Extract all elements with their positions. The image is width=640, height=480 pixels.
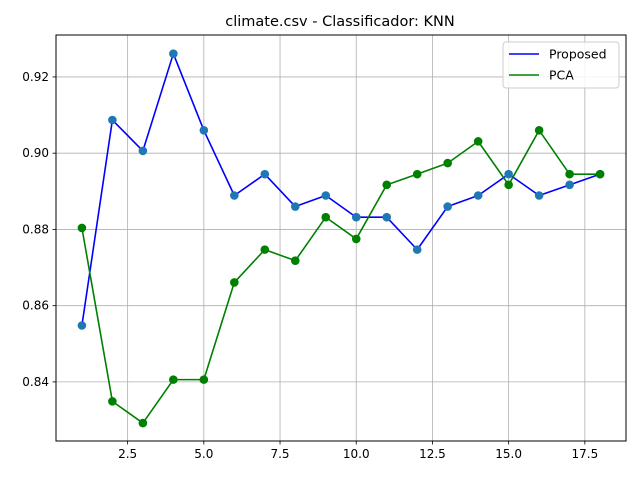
data-point-pca xyxy=(473,137,483,146)
data-point-pca xyxy=(290,256,300,265)
data-point-proposed xyxy=(77,321,87,330)
grid-lines xyxy=(56,35,626,441)
x-tick-label: 12.5 xyxy=(419,447,446,461)
axis-ticks: 2.5 5.0 7.5 10.0 12.5 15.0 17.5 0.84 0.86 0.88 0.9… xyxy=(22,70,598,461)
data-point-proposed xyxy=(534,191,544,200)
data-point-pca xyxy=(77,223,87,233)
x-tick-label: 10.0 xyxy=(343,447,370,461)
data-point-proposed xyxy=(504,169,513,179)
data-point-proposed xyxy=(290,202,300,211)
data-point-proposed xyxy=(230,191,239,200)
data-point-pca xyxy=(351,234,361,244)
data-point-proposed xyxy=(565,180,574,190)
series-layer xyxy=(77,49,605,428)
data-point-pca xyxy=(382,180,392,190)
y-tick-label: 0.92 xyxy=(22,70,49,84)
data-point-proposed xyxy=(382,212,392,222)
series-line-pca xyxy=(81,129,601,424)
series-line-proposed xyxy=(81,52,601,326)
data-point-proposed xyxy=(473,191,483,200)
data-point-pca xyxy=(138,418,148,428)
plot-frame xyxy=(55,34,627,442)
chart-title: climate.csv - Classificador: KNN xyxy=(225,14,454,30)
data-point-pca xyxy=(595,169,605,179)
data-point-pca xyxy=(169,375,178,384)
data-point-proposed xyxy=(321,191,331,200)
data-point-proposed xyxy=(199,126,209,135)
data-point-proposed xyxy=(138,146,148,156)
legend: Proposed PCA xyxy=(502,41,620,89)
data-point-proposed xyxy=(260,169,270,179)
data-point-proposed xyxy=(169,49,178,58)
data-point-pca xyxy=(199,375,209,384)
data-point-proposed xyxy=(443,202,452,211)
x-tick-label: 15.0 xyxy=(495,447,522,461)
data-point-pca xyxy=(443,158,452,168)
legend-label-proposed: Proposed xyxy=(549,47,607,62)
legend-label-pca: PCA xyxy=(549,68,574,83)
y-tick-label: 0.90 xyxy=(22,146,49,160)
data-point-pca xyxy=(504,180,513,190)
y-tick-label: 0.84 xyxy=(22,375,49,389)
data-point-pca xyxy=(230,278,239,287)
data-point-pca xyxy=(565,169,574,179)
data-point-pca xyxy=(412,169,422,179)
data-point-proposed xyxy=(351,212,361,222)
x-tick-label: 7.5 xyxy=(270,447,289,461)
x-tick-label: 17.5 xyxy=(571,447,598,461)
data-point-pca xyxy=(321,212,331,222)
data-point-pca xyxy=(260,245,270,254)
data-point-pca xyxy=(534,126,544,135)
series-pca xyxy=(77,126,605,428)
y-tick-label: 0.88 xyxy=(22,222,49,236)
data-point-proposed xyxy=(412,245,422,254)
data-point-proposed xyxy=(108,115,117,125)
data-point-pca xyxy=(108,397,117,406)
y-tick-label: 0.86 xyxy=(22,299,49,313)
x-tick-label: 5.0 xyxy=(194,447,213,461)
x-tick-label: 2.5 xyxy=(118,447,137,461)
